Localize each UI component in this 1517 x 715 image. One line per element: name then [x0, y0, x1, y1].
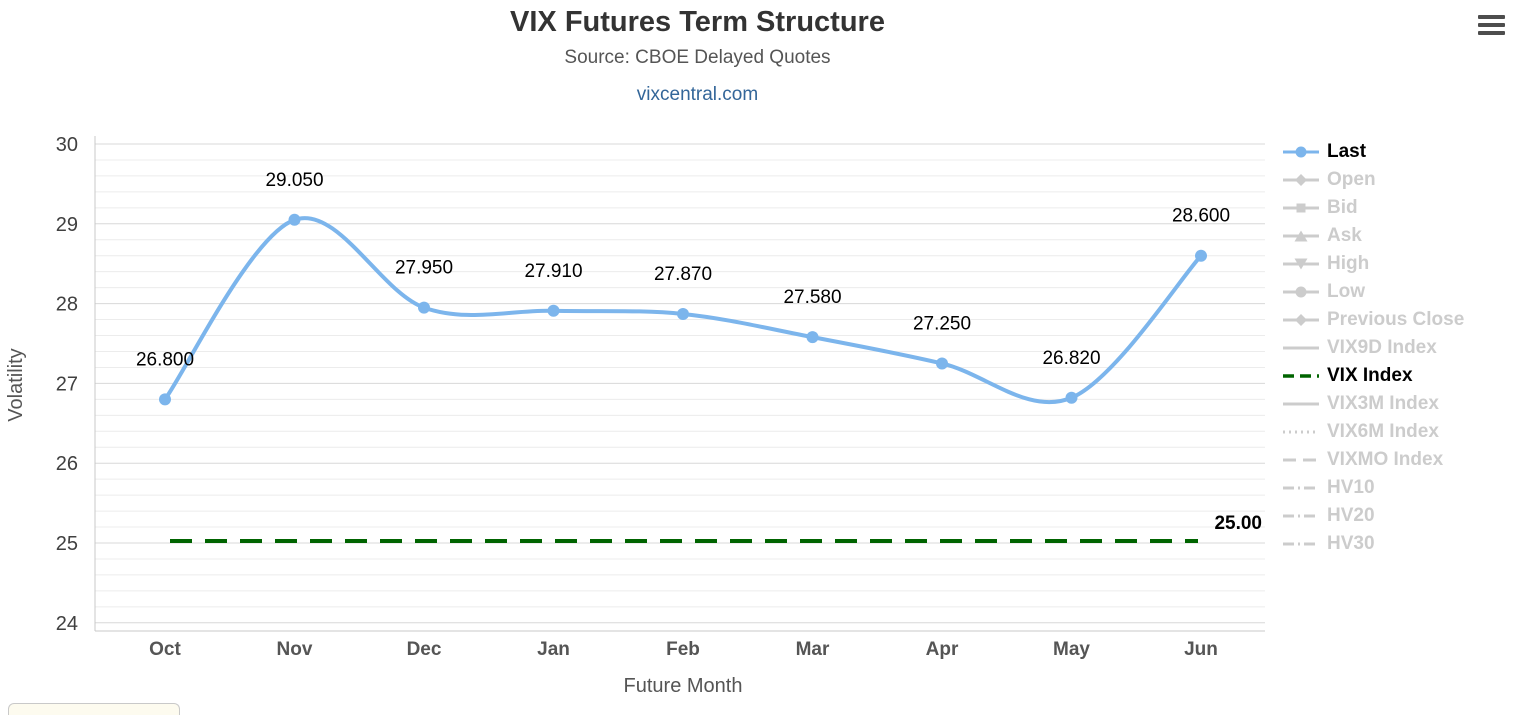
vixcentral-link[interactable]: vixcentral.com [636, 84, 759, 105]
legend-item-vix6m-index[interactable]: VIX6M Index [1283, 418, 1464, 446]
x-axis-tick-label: Dec [407, 639, 442, 660]
legend-item-vix-index[interactable]: VIX Index [1283, 362, 1464, 390]
legend-item-label: Open [1327, 169, 1376, 190]
x-axis-title: Future Month [624, 675, 743, 697]
legend-item-label: VIX9D Index [1327, 337, 1437, 358]
data-point-nov[interactable] [288, 213, 301, 226]
dashdot-marker-icon [1283, 514, 1319, 518]
legend-item-label: VIX6M Index [1327, 421, 1439, 442]
legend-item-label: Ask [1327, 225, 1362, 246]
legend-item-bid[interactable]: Bid [1283, 194, 1464, 222]
data-label: 28.600 [1172, 206, 1230, 227]
legend-item-last[interactable]: Last [1283, 138, 1464, 166]
data-point-mar[interactable] [806, 331, 819, 344]
legend-item-previous-close[interactable]: Previous Close [1283, 306, 1464, 334]
chart-title: VIX Futures Term Structure [510, 6, 885, 38]
legend-item-ask[interactable]: Ask [1283, 222, 1464, 250]
x-axis-tick-label: Jun [1184, 639, 1218, 660]
legend-item-hv20[interactable]: HV20 [1283, 502, 1464, 530]
x-axis-tick-label: Feb [666, 639, 700, 660]
dash-marker-icon [1283, 374, 1319, 378]
y-axis-title: Volatility [5, 348, 27, 421]
legend-item-open[interactable]: Open [1283, 166, 1464, 194]
data-point-apr[interactable] [936, 357, 948, 370]
legend-item-high[interactable]: High [1283, 250, 1464, 278]
data-label: 26.820 [1042, 348, 1100, 369]
chart-canvas[interactable]: 30 29 28 27 26 25 24 Oct Nov Dec Jan Feb Mar Apr May Ju… [0, 122, 1280, 712]
chart-header: VIX Futures Term Structure Source: CBOE … [0, 0, 1395, 106]
dashdot-marker-icon [1283, 542, 1319, 546]
legend-item-label: Bid [1327, 197, 1358, 218]
legend-item-vix3m-index[interactable]: VIX3M Index [1283, 390, 1464, 418]
dot-marker-icon [1283, 430, 1319, 434]
legend-item-label: Previous Close [1327, 309, 1465, 330]
data-point-feb[interactable] [677, 307, 689, 320]
data-label: 27.580 [783, 287, 841, 308]
line-triangle-down-marker-icon [1283, 258, 1319, 270]
line-diamond-marker-icon [1283, 314, 1319, 326]
data-label: 26.800 [136, 349, 194, 370]
line-diamond-marker-icon [1283, 174, 1319, 186]
legend-item-label: Low [1327, 281, 1365, 302]
dashdot-marker-icon [1283, 486, 1319, 490]
line-marker-icon [1283, 402, 1319, 406]
hamburger-bar [1478, 15, 1505, 19]
x-axis-tick-label: Oct [149, 639, 181, 660]
line-circle-marker-icon [1283, 286, 1319, 298]
x-axis-tick-label: Jan [537, 639, 570, 660]
data-label: 27.870 [654, 264, 712, 285]
data-label: 29.050 [265, 170, 323, 191]
chart-legend: Last Open Bid Ask High Low Previous Close VIX9D… [1283, 138, 1464, 558]
x-axis-tick-label: May [1053, 639, 1090, 660]
data-point-jan[interactable] [547, 304, 560, 317]
data-label: 27.950 [395, 258, 453, 279]
data-point-dec[interactable] [418, 301, 430, 314]
x-axis-tick-label: Nov [277, 639, 313, 660]
legend-item-label: VIXMO Index [1327, 449, 1444, 470]
legend-item-label: HV10 [1327, 477, 1375, 498]
legend-item-label: HV20 [1327, 505, 1375, 526]
line-marker-icon [1283, 346, 1319, 350]
data-point-jun[interactable] [1195, 249, 1207, 262]
x-axis-tick-label: Mar [796, 639, 830, 660]
legend-item-label: HV30 [1327, 533, 1375, 554]
vix-index-label: 25.00 [1214, 513, 1262, 534]
data-label: 27.910 [524, 261, 582, 282]
legend-item-label: High [1327, 253, 1370, 274]
legend-item-hv30[interactable]: HV30 [1283, 530, 1464, 558]
y-axis-tick-label: 25 [56, 533, 78, 555]
y-axis-tick-label: 28 [56, 294, 78, 316]
legend-item-low[interactable]: Low [1283, 278, 1464, 306]
hamburger-bar [1478, 23, 1505, 27]
longdash-marker-icon [1283, 458, 1319, 462]
legend-item-label: VIX3M Index [1327, 393, 1439, 414]
y-axis-tick-label: 24 [56, 613, 78, 635]
chart-subtitle: Source: CBOE Delayed Quotes [564, 47, 831, 68]
data-point-oct[interactable] [159, 393, 171, 406]
legend-item-vixmo-index[interactable]: VIXMO Index [1283, 446, 1464, 474]
legend-item-label: Last [1327, 141, 1367, 162]
hamburger-bar [1478, 31, 1505, 35]
x-axis-tick-label: Apr [926, 639, 959, 660]
data-point-may[interactable] [1065, 391, 1078, 404]
legend-item-vix9d-index[interactable]: VIX9D Index [1283, 334, 1464, 362]
partial-bottom-panel[interactable] [8, 703, 180, 715]
y-axis-tick-label: 30 [56, 134, 78, 156]
line-triangle-marker-icon [1283, 230, 1319, 242]
y-axis-tick-label: 26 [56, 453, 78, 475]
y-axis-tick-label: 27 [56, 373, 78, 395]
hamburger-menu-icon[interactable] [1476, 13, 1507, 37]
data-label: 27.250 [913, 313, 971, 334]
legend-item-label: VIX Index [1327, 365, 1413, 386]
line-square-marker-icon [1283, 203, 1319, 213]
legend-item-hv10[interactable]: HV10 [1283, 474, 1464, 502]
line-circle-marker-icon [1283, 146, 1319, 158]
y-axis-tick-label: 29 [56, 214, 78, 236]
